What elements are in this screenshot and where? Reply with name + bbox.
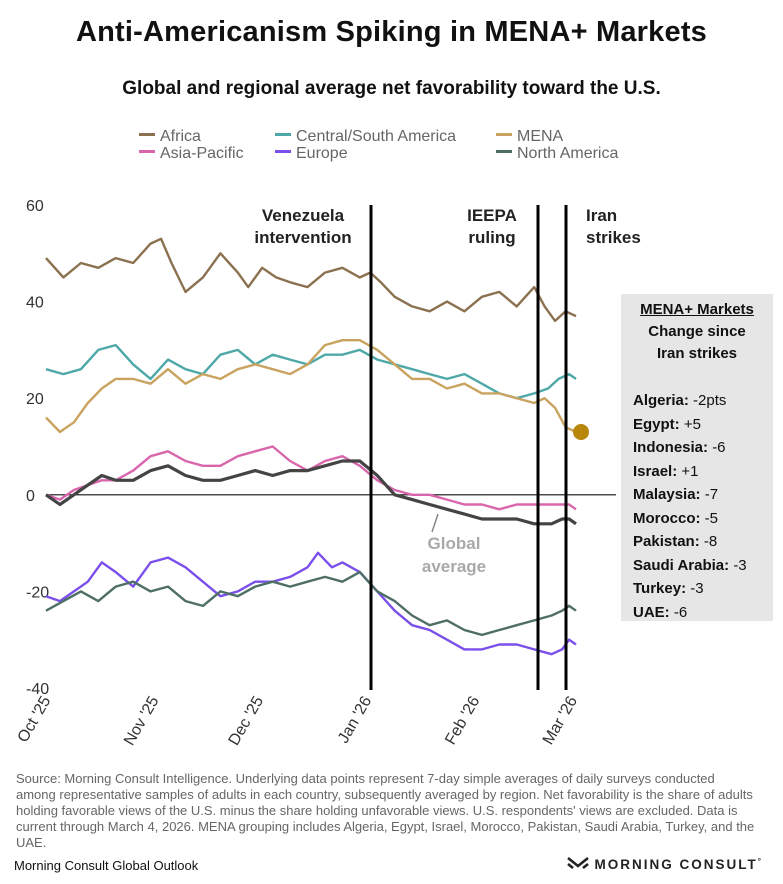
legend-swatch [275,133,291,137]
legend-item-mena: MENA [496,128,563,146]
legend-swatch [496,150,512,154]
morning-consult-logo-icon [566,855,589,872]
y-tick-label: 60 [26,198,44,215]
country-change: +5 [683,415,701,433]
country-name: Indonesia: [633,439,709,456]
country-name: Israel: [633,462,678,480]
legend: Africa Asia-Pacific Central/South Americ… [0,128,783,164]
panel-list: Algeria: -2pts Egypt: +5 Indonesia: -6 I… [621,389,773,624]
legend-label: MENA [517,128,564,145]
legend-label: Africa [160,128,201,145]
event-label: intervention [254,228,351,247]
series-line-asia-pacific [45,445,577,511]
panel-heading: MENA+ Markets Change since Iran strikes [621,299,773,365]
global-label-pointer [431,513,439,533]
country-name: Turkey: [633,580,687,597]
country-change: -7 [704,486,719,503]
legend-swatch [275,150,291,154]
panel-row: Turkey: -3 [633,577,773,601]
y-tick-label: 20 [26,391,44,408]
event-label: IEEPA [467,206,517,225]
series-line-africa [45,237,577,323]
x-tick-label: Nov '25 [121,693,163,748]
legend-swatch [496,133,512,137]
legend-item-asia-pacific: Asia-Pacific [139,145,244,163]
brand-logo: MORNING CONSULT° [566,855,761,874]
mena-markets-panel: MENA+ Markets Change since Iran strikes … [621,294,773,621]
panel-row: Morocco: -5 [633,507,773,531]
country-change: +1 [681,462,699,480]
country-change: -2pts [693,392,727,409]
legend-swatch [139,133,155,137]
y-tick-label: -20 [26,584,49,601]
event-label: Venezuela [262,206,345,225]
series-line-central-south-america [45,343,577,400]
panel-row: Egypt: +5 [633,413,773,437]
legend-swatch [139,150,155,154]
x-tick-label: Jan '26 [335,693,375,746]
country-name: Morocco: [633,509,701,527]
country-change: -3 [733,556,747,574]
global-average-label: average [422,557,486,576]
country-name: Algeria: [633,392,689,409]
chart-subtitle: Global and regional average net favorabi… [122,78,661,99]
source-note: Source: Morning Consult Intelligence. Un… [16,771,755,850]
y-tick-label: 40 [26,295,44,312]
panel-row: Algeria: -2pts [633,389,773,413]
country-name: UAE: [633,603,670,621]
country-change: -8 [703,533,718,550]
series-line-global-average [45,459,577,526]
x-tick-label: Mar '26 [540,693,581,747]
country-name: Malaysia: [633,486,701,503]
legend-label: Europe [296,145,348,162]
country-name: Egypt: [633,415,680,433]
panel-row: UAE: -6 [633,601,773,625]
x-tick-label: Oct '25 [15,693,55,745]
country-name: Pakistan: [633,533,700,550]
series-line-europe [45,551,577,656]
panel-subtitle-1: Change since [648,323,746,340]
panel-title: MENA+ Markets [640,301,754,318]
panel-subtitle-2: Iran strikes [656,345,738,362]
panel-row: Malaysia: -7 [633,483,773,507]
legend-label: North America [517,145,619,162]
legend-item-africa: Africa [139,128,201,146]
legend-item-central-south-america: Central/South America [275,128,456,146]
legend-label: Asia-Pacific [160,145,244,162]
footer-publication: Morning Consult Global Outlook [14,858,199,873]
event-label: strikes [586,228,641,247]
panel-row: Israel: +1 [633,460,773,484]
event-label: Iran [586,206,617,225]
y-tick-label: -40 [26,681,49,698]
y-tick-label: 0 [26,488,35,505]
country-name: Saudi Arabia: [633,556,730,574]
panel-row: Saudi Arabia: -3 [633,554,773,578]
x-tick-label: Feb '26 [442,693,483,747]
legend-label: Central/South America [296,128,457,145]
x-tick-label: Dec '25 [226,693,268,748]
series-line-north-america [45,570,577,637]
legend-item-europe: Europe [275,145,348,163]
series-line-mena [45,339,577,434]
country-change: -6 [673,603,688,621]
panel-row: Indonesia: -6 [633,436,773,460]
country-change: -3 [690,580,704,597]
country-change: -6 [712,439,726,456]
legend-item-north-america: North America [496,145,618,163]
mena-latest-point [573,424,590,441]
brand-name: MORNING CONSULT [594,857,758,873]
chart-title: Anti-Americanism Spiking in MENA+ Market… [75,16,708,48]
country-change: -5 [704,509,719,527]
global-average-label: Global [428,534,481,553]
event-label: ruling [468,228,515,247]
panel-row: Pakistan: -8 [633,530,773,554]
